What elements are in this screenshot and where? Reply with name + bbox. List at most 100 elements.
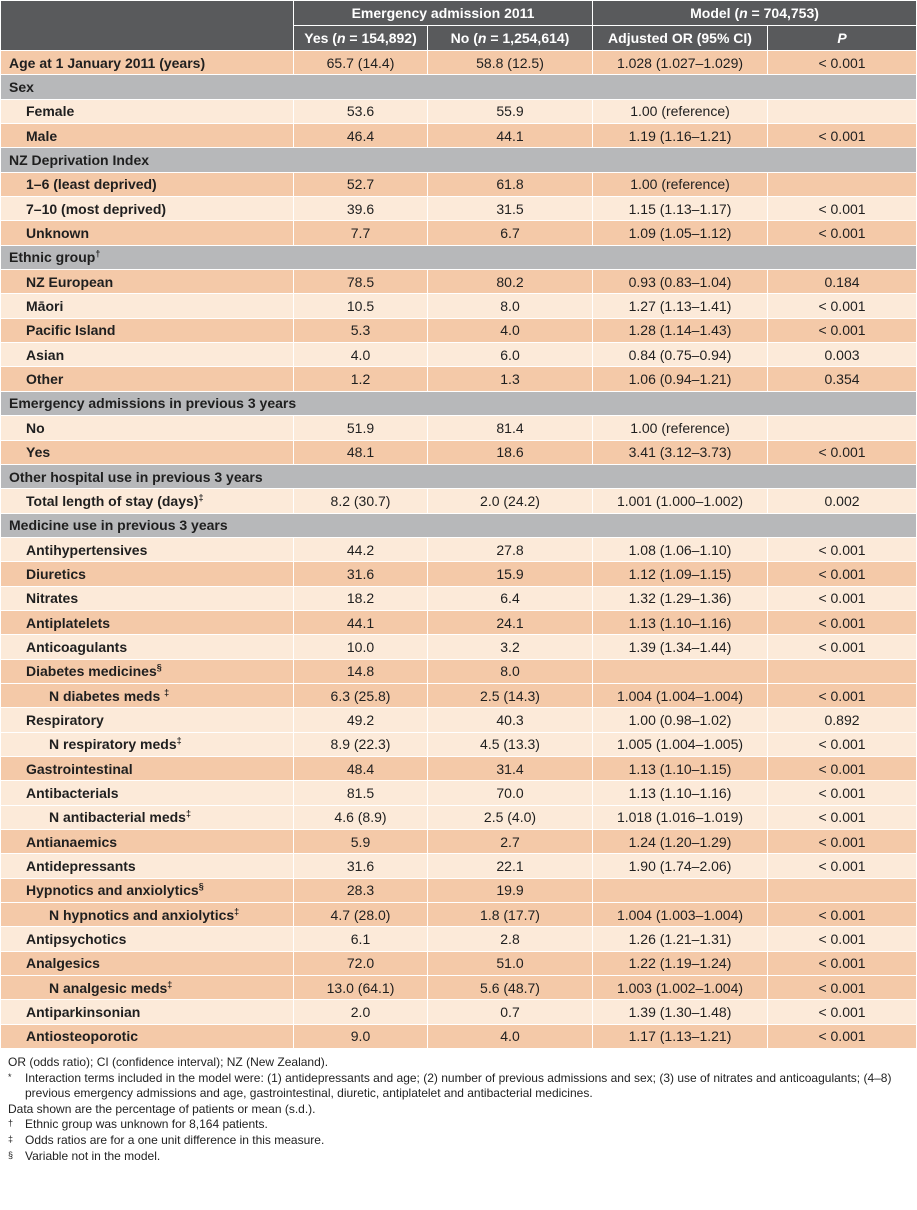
table-row: Anticoagulants 10.0 3.2 1.39 (1.34–1.44)… <box>0 634 917 660</box>
table-row: Other 1.2 1.3 1.06 (0.94–1.21) 0.354 <box>0 366 917 392</box>
cell-or: 1.09 (1.05–1.12) <box>592 220 768 246</box>
cell-p: < 0.001 <box>766 49 917 76</box>
cell-or: 1.24 (1.20–1.29) <box>592 828 768 855</box>
row-label: No <box>0 415 294 441</box>
cell-no: 1.3 <box>427 366 593 392</box>
table-row: Hypnotics and anxiolytics§ 28.3 19.9 <box>0 877 917 904</box>
cell-yes: 81.5 <box>293 780 428 806</box>
table-row: No 51.9 81.4 1.00 (reference) <box>0 415 917 441</box>
header-emergency-admission: Emergency admission 2011 <box>293 0 593 26</box>
cell-or: 1.32 (1.29–1.36) <box>592 585 768 611</box>
cell-yes: 44.1 <box>293 609 428 636</box>
cell-no: 18.6 <box>427 439 593 465</box>
cell-p: < 0.001 <box>766 585 917 611</box>
cell-no: 5.6 (48.7) <box>427 975 593 1001</box>
table-row: N analgesic meds‡ 13.0 (64.1) 5.6 (48.7)… <box>0 975 917 1001</box>
table-row: Diuretics 31.6 15.9 1.12 (1.09–1.15) < 0… <box>0 561 917 587</box>
table-row: 1–6 (least deprived) 52.7 61.8 1.00 (ref… <box>0 171 917 198</box>
cell-or: 1.001 (1.000–1.002) <box>592 488 768 514</box>
row-label: Female <box>0 98 294 125</box>
cell-no: 2.5 (14.3) <box>427 682 593 709</box>
footnote-section: § Variable not in the model. <box>8 1148 161 1163</box>
cell-no: 22.1 <box>427 853 593 879</box>
cell-yes: 8.2 (30.7) <box>293 488 428 514</box>
cell-p: < 0.001 <box>766 634 917 660</box>
cell-or: 1.00 (reference) <box>592 98 768 125</box>
cell-yes: 5.3 <box>293 317 428 344</box>
cell-p <box>766 171 917 198</box>
row-label: NZ European <box>0 269 294 295</box>
cell-or: 1.13 (1.10–1.16) <box>592 780 768 806</box>
results-table: Emergency admission 2011 Model (n = 704,… <box>0 0 917 1050</box>
cell-no: 1.8 (17.7) <box>427 902 593 928</box>
cell-or: 3.41 (3.12–3.73) <box>592 439 768 465</box>
table-row: Total length of stay (days)‡ 8.2 (30.7) … <box>0 488 917 514</box>
cell-or: 1.39 (1.34–1.44) <box>592 634 768 660</box>
cell-or: 1.26 (1.21–1.31) <box>592 926 768 952</box>
cell-p: < 0.001 <box>766 755 917 782</box>
header-adjusted-or: Adjusted OR (95% CI) <box>592 25 768 51</box>
cell-no: 81.4 <box>427 415 593 441</box>
cell-or <box>592 658 768 684</box>
cell-or: 1.00 (0.98–1.02) <box>592 707 768 733</box>
row-label: 7–10 (most deprived) <box>0 196 294 222</box>
cell-p: 0.002 <box>766 488 917 514</box>
cell-yes: 14.8 <box>293 658 428 684</box>
cell-yes: 48.4 <box>293 755 428 782</box>
table-row: N respiratory meds‡ 8.9 (22.3) 4.5 (13.3… <box>0 731 917 757</box>
cell-or: 1.19 (1.16–1.21) <box>592 123 768 149</box>
cell-or: 1.39 (1.30–1.48) <box>592 999 768 1025</box>
cell-no: 24.1 <box>427 609 593 636</box>
cell-or: 1.00 (reference) <box>592 415 768 441</box>
cell-no: 8.0 <box>427 293 593 319</box>
table-row: Gastrointestinal 48.4 31.4 1.13 (1.10–1.… <box>0 755 917 782</box>
cell-p: 0.003 <box>766 342 917 368</box>
table-notes: OR (odds ratio); CI (confidence interval… <box>0 1049 917 1164</box>
row-label: Māori <box>0 293 294 319</box>
table-row: Analgesics 72.0 51.0 1.22 (1.19–1.24) < … <box>0 950 917 977</box>
row-label: Antibacterials <box>0 780 294 806</box>
cell-or: 0.93 (0.83–1.04) <box>592 269 768 295</box>
cell-p: < 0.001 <box>766 220 917 246</box>
table-row: Antipsychotics 6.1 2.8 1.26 (1.21–1.31) … <box>0 926 917 952</box>
cell-no: 2.7 <box>427 828 593 855</box>
cell-yes: 1.2 <box>293 366 428 392</box>
cell-or: 1.028 (1.027–1.029) <box>592 49 768 76</box>
data-shown-note: Data shown are the percentage of patient… <box>8 1101 316 1116</box>
cell-no: 27.8 <box>427 536 593 563</box>
row-label: Analgesics <box>0 950 294 977</box>
cell-or: 1.004 (1.004–1.004) <box>592 682 768 709</box>
cell-yes: 39.6 <box>293 196 428 222</box>
row-label: Antiparkinsonian <box>0 999 294 1025</box>
footnote-dagger: † Ethnic group was unknown for 8,164 pati… <box>8 1117 268 1132</box>
cell-or: 1.17 (1.13–1.21) <box>592 1023 768 1050</box>
cell-p: < 0.001 <box>766 536 917 563</box>
cell-p: < 0.001 <box>766 609 917 636</box>
cell-yes: 49.2 <box>293 707 428 733</box>
cell-or: 1.13 (1.10–1.16) <box>592 609 768 636</box>
cell-or: 1.22 (1.19–1.24) <box>592 950 768 977</box>
cell-yes: 2.0 <box>293 999 428 1025</box>
cell-yes: 18.2 <box>293 585 428 611</box>
cell-p <box>766 415 917 441</box>
cell-no: 8.0 <box>427 658 593 684</box>
cell-no: 4.0 <box>427 317 593 344</box>
table-row: Antibacterials 81.5 70.0 1.13 (1.10–1.16… <box>0 780 917 806</box>
table-row: Antiplatelets 44.1 24.1 1.13 (1.10–1.16)… <box>0 609 917 636</box>
cell-p: < 0.001 <box>766 561 917 587</box>
cell-no: 61.8 <box>427 171 593 198</box>
row-label: Antidepressants <box>0 853 294 879</box>
cell-p: < 0.001 <box>766 317 917 344</box>
cell-no: 4.0 <box>427 1023 593 1050</box>
row-label: N hypnotics and anxiolytics‡ <box>0 902 294 928</box>
row-label: Total length of stay (days)‡ <box>0 488 294 514</box>
table-row: 7–10 (most deprived) 39.6 31.5 1.15 (1.1… <box>0 196 917 222</box>
cell-yes: 9.0 <box>293 1023 428 1050</box>
cell-yes: 10.0 <box>293 634 428 660</box>
cell-yes: 6.3 (25.8) <box>293 682 428 709</box>
table-row: Antihypertensives 44.2 27.8 1.08 (1.06–1… <box>0 536 917 563</box>
table-row: NZ European 78.5 80.2 0.93 (0.83–1.04) 0… <box>0 269 917 295</box>
row-label: 1–6 (least deprived) <box>0 171 294 198</box>
cell-yes: 46.4 <box>293 123 428 149</box>
section-row: Medicine use in previous 3 years <box>0 512 917 538</box>
